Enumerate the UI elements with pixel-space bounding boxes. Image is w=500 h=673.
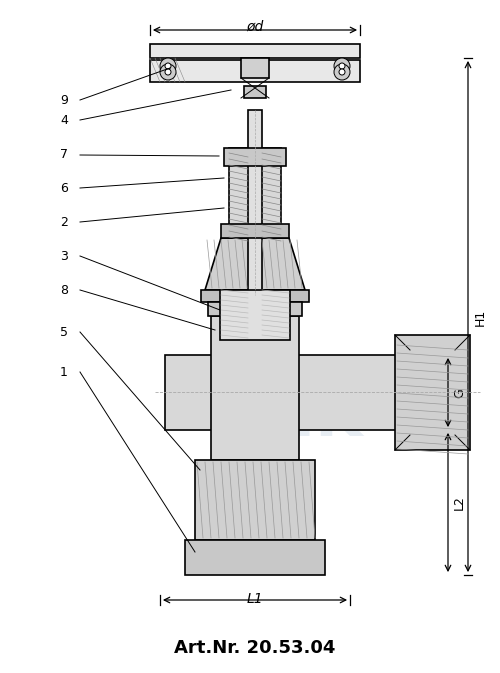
Bar <box>195 460 315 540</box>
Circle shape <box>160 64 176 80</box>
Text: 4: 4 <box>60 114 68 127</box>
Text: 2: 2 <box>60 215 68 229</box>
Text: L1: L1 <box>246 592 264 606</box>
Text: 3: 3 <box>60 250 68 262</box>
Bar <box>150 60 360 82</box>
Circle shape <box>339 69 345 75</box>
Circle shape <box>165 63 171 69</box>
Circle shape <box>165 69 171 75</box>
Bar <box>229 148 281 238</box>
Polygon shape <box>205 238 305 290</box>
Text: 5: 5 <box>60 326 68 339</box>
Bar <box>244 86 266 98</box>
Text: G: G <box>453 388 466 398</box>
Bar <box>395 335 470 450</box>
Text: ød: ød <box>246 20 264 34</box>
Text: 9: 9 <box>60 94 68 106</box>
Circle shape <box>334 64 350 80</box>
Text: 7: 7 <box>60 149 68 162</box>
Bar <box>208 302 302 316</box>
Bar <box>165 355 410 430</box>
Bar <box>185 540 325 575</box>
Bar <box>221 224 289 238</box>
Bar <box>220 290 290 340</box>
Bar <box>248 110 262 295</box>
Text: 6: 6 <box>60 182 68 194</box>
Text: L2: L2 <box>453 495 466 510</box>
Text: H1: H1 <box>474 308 487 326</box>
Text: Art.Nr. 20.53.04: Art.Nr. 20.53.04 <box>174 639 336 657</box>
Bar <box>201 290 309 302</box>
Text: 8: 8 <box>60 283 68 297</box>
Bar <box>241 58 269 78</box>
Text: 1: 1 <box>60 365 68 378</box>
Bar <box>224 148 286 166</box>
Circle shape <box>160 58 176 74</box>
Circle shape <box>334 58 350 74</box>
Circle shape <box>339 63 345 69</box>
Bar <box>150 44 360 58</box>
Text: VMK: VMK <box>208 390 363 450</box>
Bar <box>211 316 299 460</box>
